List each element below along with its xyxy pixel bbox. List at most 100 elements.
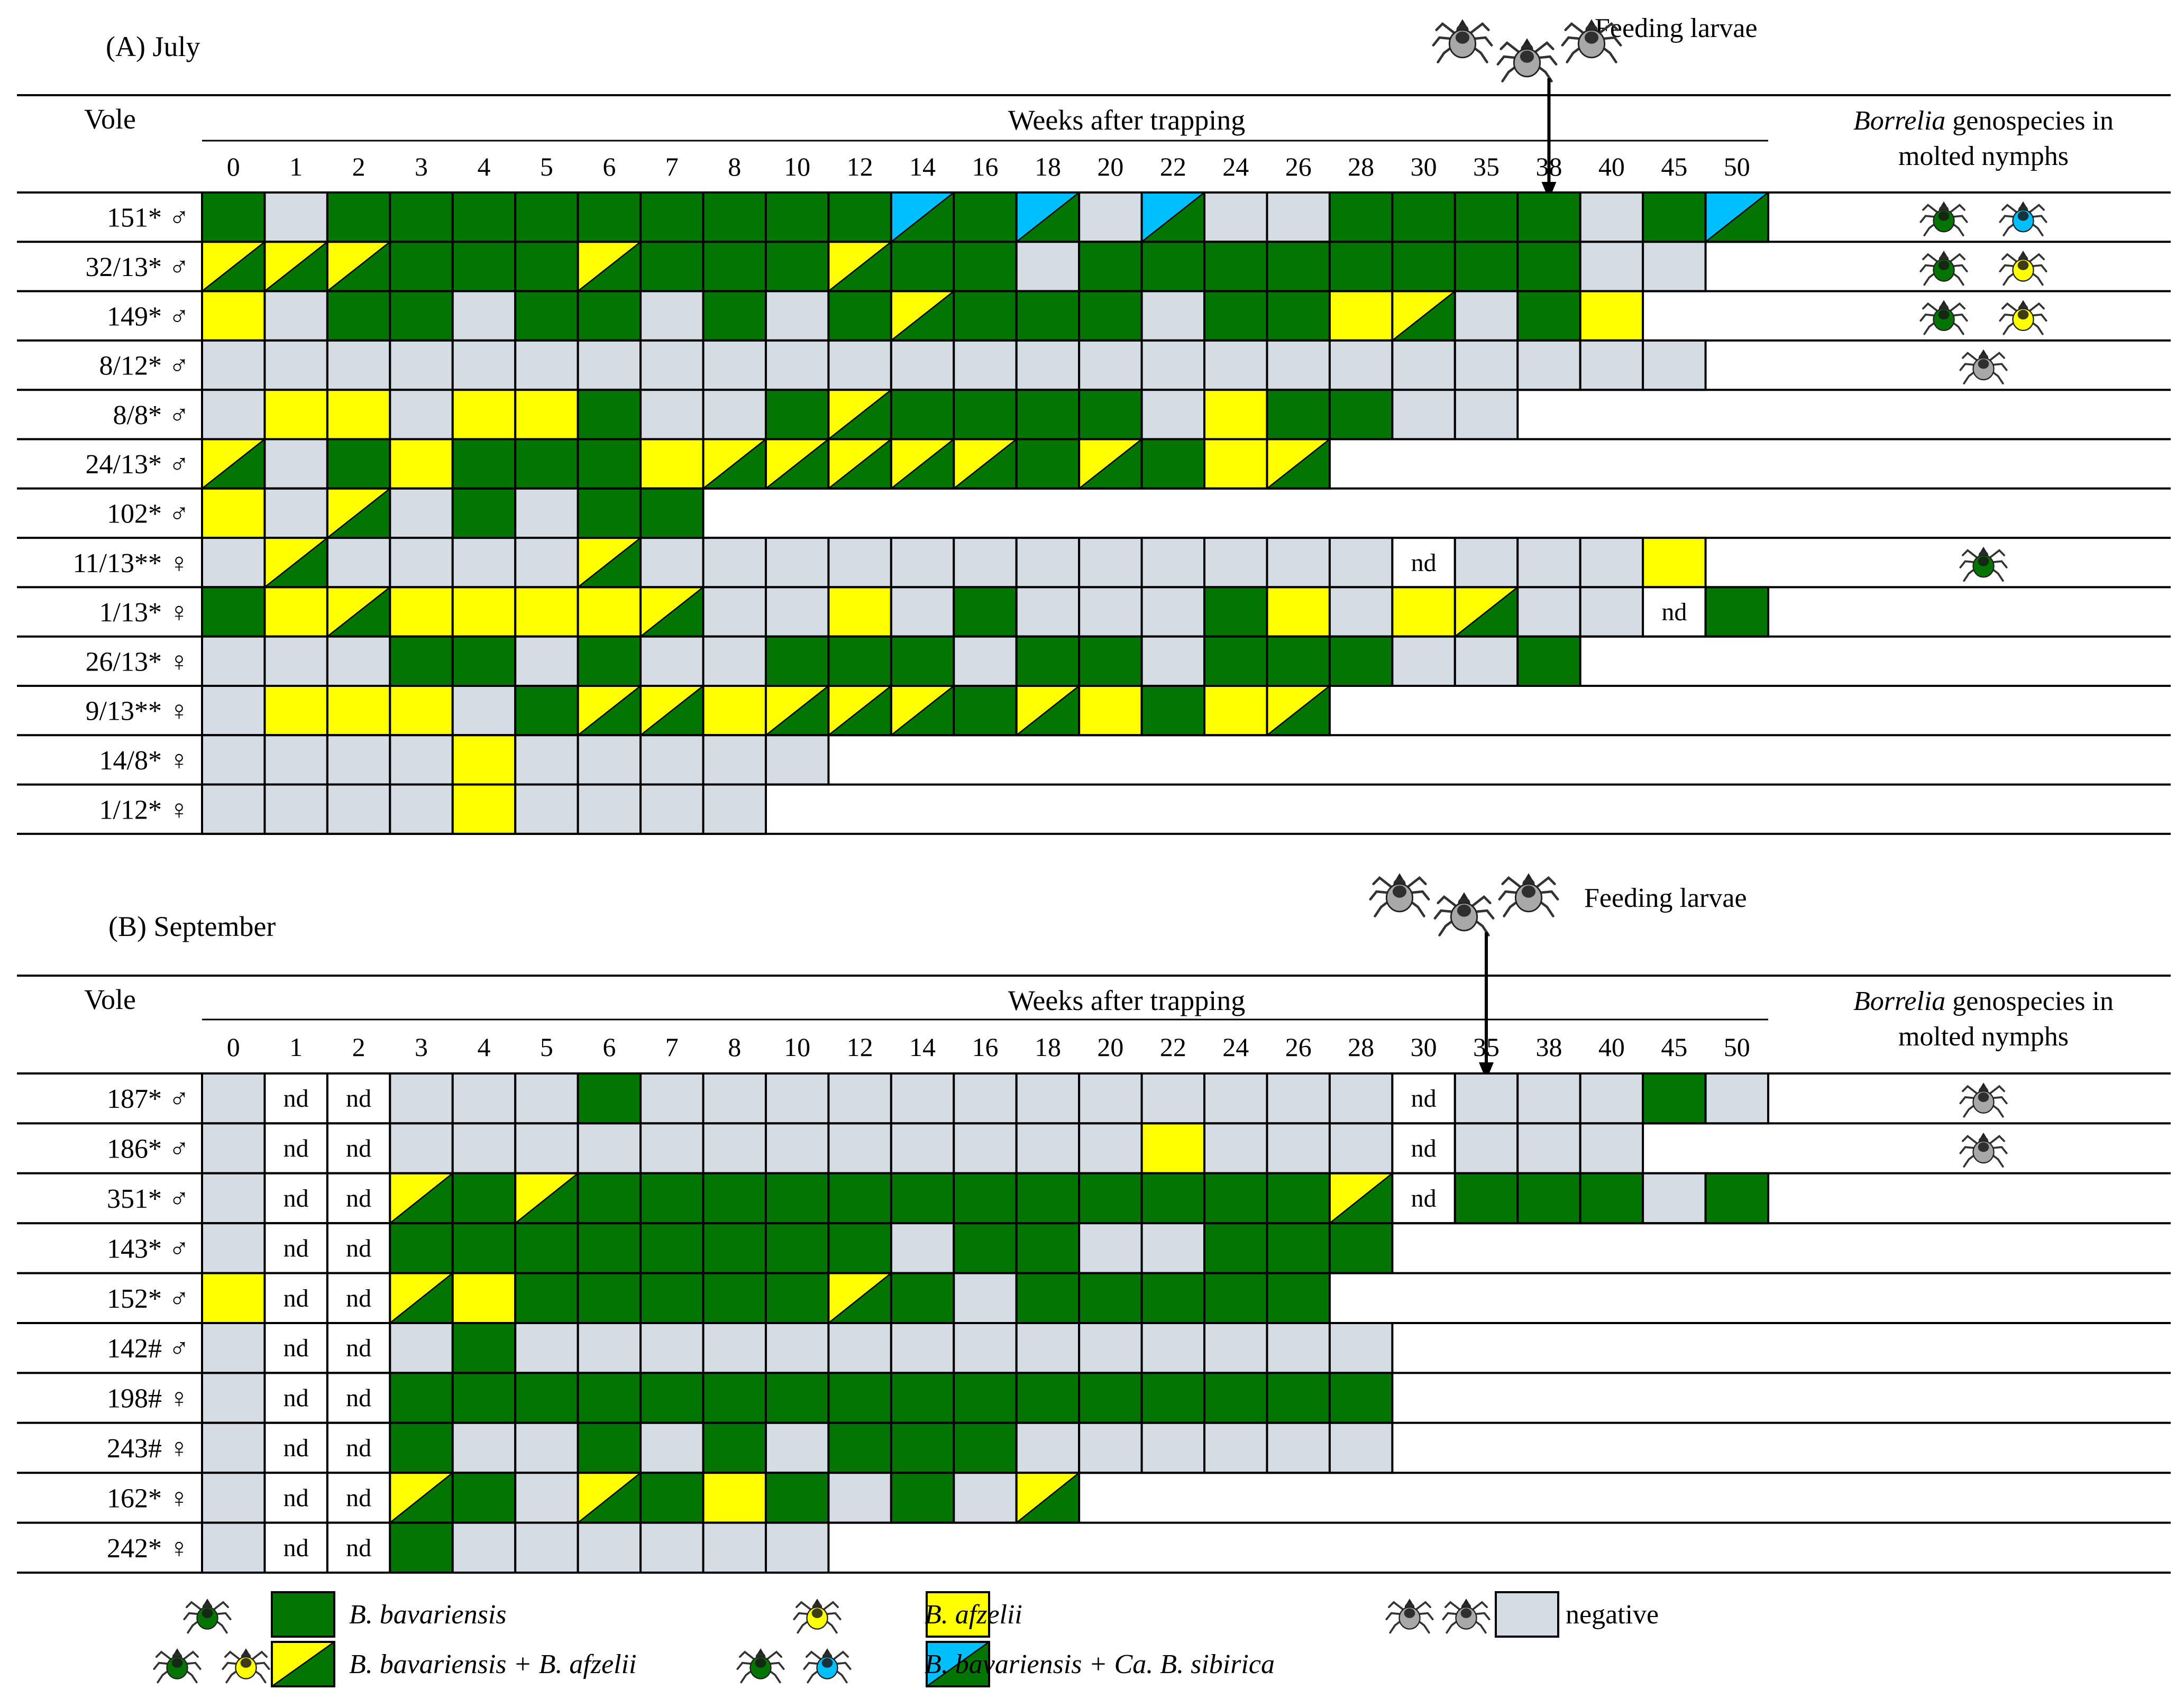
legend-item: B. bavariensis + B. afzelii	[153, 1641, 637, 1687]
cell-b-bavariensis	[764, 1222, 830, 1274]
week-number: 8	[728, 152, 741, 181]
week-number: 10	[784, 1032, 810, 1062]
nd-cell-text: nd	[284, 1484, 309, 1512]
cell-negative	[263, 783, 328, 835]
cell-negative	[389, 1072, 454, 1125]
cell-negative	[389, 339, 454, 391]
nd-cell-text: nd	[346, 1284, 371, 1312]
nd-cell	[263, 1222, 328, 1274]
cell-b-bavariensis	[1516, 290, 1581, 342]
cell-b-afzelii	[201, 1272, 266, 1325]
week-number: 5	[540, 1032, 553, 1062]
cell-b-afzelii	[389, 685, 454, 737]
yellow-tick-icon	[793, 1599, 842, 1634]
week-number: 28	[1348, 1032, 1374, 1062]
cell-negative	[263, 339, 328, 391]
cell-negative	[514, 537, 579, 589]
cell-negative	[451, 339, 517, 391]
vole-id: 102* ♂	[107, 499, 189, 529]
vole-id: 24/13* ♂	[86, 449, 189, 480]
cell-b-bavariensis	[953, 241, 1018, 292]
cell-negative	[389, 783, 454, 835]
cell-b-bavariensis	[1203, 241, 1268, 292]
cell-b-bavariensis	[1078, 290, 1143, 342]
vole-id: 1/13* ♀	[99, 598, 189, 628]
cell-negative	[639, 734, 705, 786]
cell-bav-afz	[764, 438, 830, 490]
cell-bav-afz	[1015, 685, 1081, 737]
cell-b-bavariensis	[890, 389, 955, 440]
cell-b-bavariensis	[1266, 1172, 1331, 1225]
nd-cell-text: nd	[284, 1384, 309, 1412]
cell-b-afzelii	[1078, 685, 1143, 737]
yellow-tick-icon	[1999, 251, 2047, 286]
molted-nymph-ticks	[1959, 349, 2008, 384]
cell-bav-afz	[1328, 1172, 1394, 1225]
week-number: 7	[665, 1032, 679, 1062]
cell-b-bavariensis	[577, 1222, 642, 1274]
cell-negative	[639, 635, 705, 687]
cell-negative	[953, 635, 1018, 687]
nd-cell	[326, 1272, 391, 1325]
cell-b-bavariensis	[1453, 191, 1519, 243]
cell-negative	[1391, 389, 1456, 440]
cell-b-bavariensis	[514, 1272, 579, 1325]
cell-b-bavariensis	[1328, 1372, 1394, 1424]
cell-b-bavariensis	[953, 389, 1018, 440]
week-number: 14	[909, 1032, 936, 1062]
cell-negative	[1140, 1421, 1206, 1474]
cell-negative	[702, 734, 767, 786]
molted-nymph-ticks	[1919, 300, 2047, 335]
genospecies-header: Borrelia genospecies in	[1853, 106, 2114, 136]
cell-b-bavariensis	[953, 191, 1018, 243]
cell-b-bavariensis	[764, 241, 830, 292]
cell-b-bavariensis	[1642, 191, 1707, 243]
vole-row: 9/13** ♀	[17, 685, 2171, 737]
cell-negative	[1078, 1421, 1143, 1474]
vole-row: 8/12* ♂	[17, 339, 2171, 391]
cell-negative	[514, 734, 579, 786]
week-number: 4	[477, 1032, 490, 1062]
grey-tick-icon	[1959, 1132, 2008, 1168]
cell-negative	[1015, 241, 1081, 292]
cell-negative	[1266, 1072, 1331, 1125]
nd-cell-text: nd	[1411, 1135, 1437, 1163]
cell-negative	[326, 635, 391, 687]
cell-negative	[1078, 1122, 1143, 1174]
cell-negative	[451, 1122, 517, 1174]
cell-b-bavariensis	[1453, 241, 1519, 292]
cell-negative	[1516, 1122, 1581, 1174]
cell-b-afzelii	[514, 586, 579, 638]
cell-negative	[451, 537, 517, 589]
cell-negative	[514, 1421, 579, 1474]
cell-b-bavariensis	[953, 1372, 1018, 1424]
cell-negative	[326, 783, 391, 835]
vole-row: 152* ♂ nd nd	[17, 1272, 2171, 1325]
cell-b-bavariensis	[1015, 1272, 1081, 1325]
cell-negative	[514, 1322, 579, 1374]
cell-b-bavariensis	[953, 1421, 1018, 1474]
cell-negative	[1453, 537, 1519, 589]
cell-negative	[577, 783, 642, 835]
cell-b-bavariensis	[890, 1472, 955, 1524]
cell-negative	[201, 635, 266, 687]
cell-b-bavariensis	[1140, 241, 1206, 292]
cell-negative	[1516, 1072, 1581, 1125]
cell-b-bavariensis	[1078, 635, 1143, 687]
cell-negative	[1642, 241, 1707, 292]
week-number: 35	[1473, 152, 1500, 181]
cell-negative	[1140, 389, 1206, 440]
week-number: 28	[1348, 152, 1374, 181]
cell-b-bavariensis	[1266, 1272, 1331, 1325]
cell-negative	[1140, 1072, 1206, 1125]
cell-b-bavariensis	[1328, 1222, 1394, 1274]
cell-b-bavariensis	[1015, 438, 1081, 490]
vole-id: 187* ♂	[107, 1084, 189, 1114]
feeding-arrow-head	[1541, 182, 1557, 200]
vole-id: 351* ♂	[107, 1184, 189, 1214]
feeding-larvae-label: Feeding larvae	[1584, 883, 1747, 913]
cell-b-bavariensis	[1203, 1272, 1268, 1325]
cell-negative	[389, 389, 454, 440]
cell-b-bavariensis	[451, 1172, 517, 1225]
cell-bav-afz	[827, 1272, 892, 1325]
